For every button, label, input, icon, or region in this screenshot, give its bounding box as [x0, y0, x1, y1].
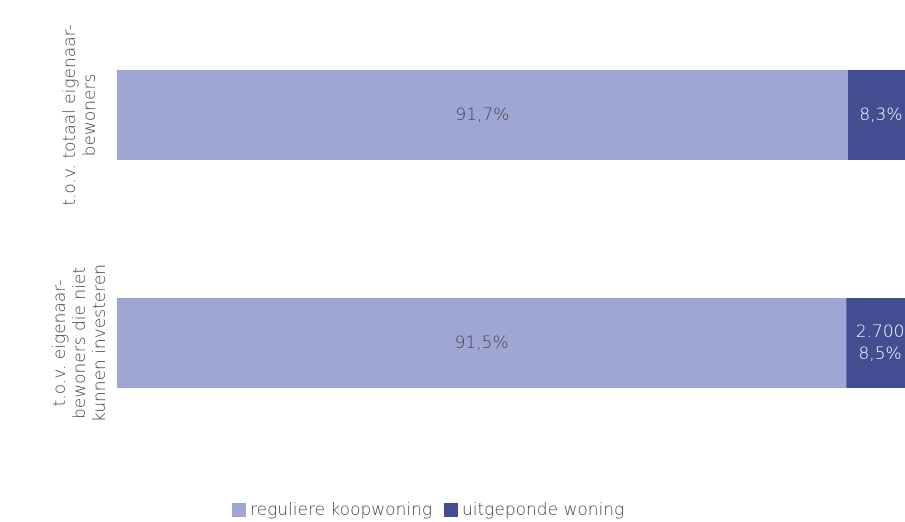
value-label: 8,3% [859, 105, 902, 125]
value-label: 91,5% [455, 333, 509, 353]
value-label: 91,7% [455, 105, 509, 125]
bar-segment [847, 70, 905, 160]
bar-segment [846, 298, 905, 388]
bar-segment [117, 298, 847, 388]
legend-label: uitgeponde woning [462, 500, 624, 520]
y-tick-label: t.o.v. totaal eigenaar- [60, 24, 80, 205]
count-label: 2.700 [856, 322, 905, 342]
y-tick-label: kunnen investeren [90, 264, 110, 422]
y-tick-label: bewoners die niet [70, 267, 90, 419]
bar-segment [117, 70, 848, 160]
legend-swatch [232, 503, 246, 517]
y-tick-label: t.o.v. eigenaar- [50, 280, 70, 407]
legend-swatch [444, 503, 458, 517]
legend-label: reguliere koopwoning [250, 500, 432, 520]
value-label: 8,5% [859, 344, 902, 364]
y-tick-label: bewoners [80, 74, 100, 157]
